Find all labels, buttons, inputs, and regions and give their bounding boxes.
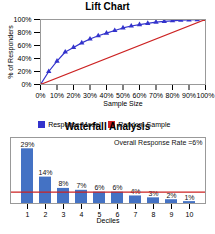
html-text:Response Model: Response Model	[48, 121, 101, 128]
svg-text:30%: 30%	[83, 92, 97, 99]
svg-text:3: 3	[62, 211, 66, 218]
svg-text:14%: 14%	[38, 169, 52, 176]
svg-text:90%: 90%	[182, 92, 196, 99]
svg-text:6%: 6%	[112, 184, 122, 191]
svg-text:100%: 100%	[14, 16, 32, 23]
svg-text:Deciles: Deciles	[97, 217, 120, 224]
svg-text:5: 5	[97, 211, 102, 219]
svg-text:2%: 2%	[166, 191, 177, 199]
svg-text:8: 8	[152, 211, 156, 218]
html-text:Random Sample: Random Sample	[118, 121, 171, 128]
svg-text:60%: 60%	[17, 42, 31, 49]
svg-text:1%: 1%	[184, 194, 194, 201]
svg-text:9: 9	[170, 211, 174, 218]
svg-text:40%: 40%	[99, 92, 113, 99]
svg-text:8%: 8%	[58, 180, 68, 187]
svg-text:% of Responders: % of Responders	[7, 25, 15, 79]
svg-text:29%: 29%	[20, 141, 34, 148]
svg-text:80%: 80%	[165, 92, 179, 99]
svg-text:10%: 10%	[50, 92, 64, 99]
svg-text:40%: 40%	[17, 55, 31, 62]
html-text:Lift Chart: Lift Chart	[85, 1, 130, 12]
svg-text:3%: 3%	[148, 190, 158, 197]
svg-text:0%: 0%	[35, 92, 45, 99]
svg-text:7: 7	[134, 211, 138, 218]
svg-text:Overall Response Rate =6%: Overall Response Rate =6%	[114, 139, 203, 147]
svg-text:1: 1	[26, 211, 30, 218]
svg-text:6%: 6%	[94, 184, 104, 191]
svg-text:100%: 100%	[197, 92, 215, 99]
svg-text:50%: 50%	[116, 92, 130, 99]
svg-text:20%: 20%	[66, 92, 80, 99]
svg-text:20%: 20%	[17, 68, 31, 75]
svg-text:4: 4	[80, 211, 84, 218]
svg-text:7%: 7%	[76, 182, 86, 189]
svg-text:10: 10	[186, 211, 194, 218]
svg-text:70%: 70%	[149, 92, 163, 99]
svg-text:80%: 80%	[17, 29, 31, 36]
svg-text:60%: 60%	[132, 92, 146, 99]
svg-text:4%: 4%	[130, 188, 140, 195]
html-text:Waterfall Analysis: Waterfall Analysis	[64, 121, 151, 132]
svg-text:6: 6	[115, 211, 120, 219]
svg-text:0%: 0%	[21, 81, 31, 88]
svg-text:2: 2	[44, 211, 48, 218]
svg-text:Sample Size: Sample Size	[103, 100, 142, 108]
